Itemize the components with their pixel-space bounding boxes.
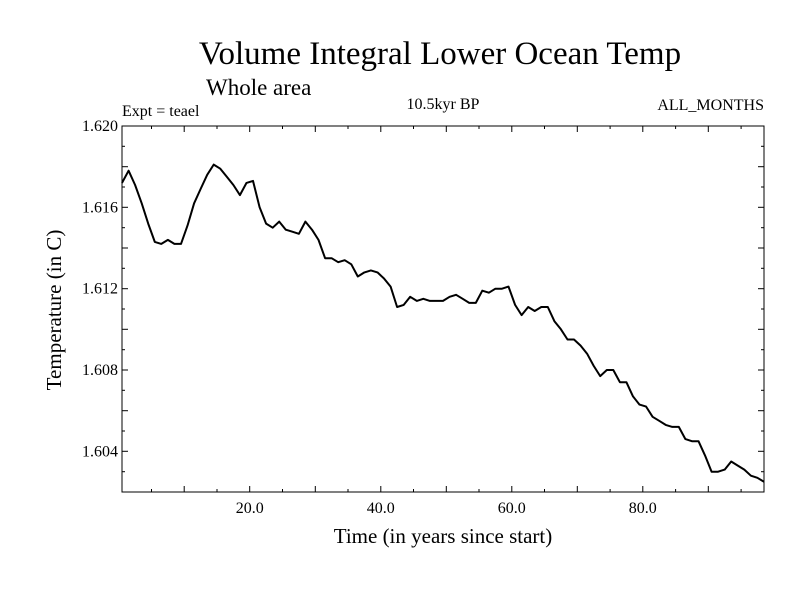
x-tick-labels: 20.0 40.0 60.0 80.0 [236, 500, 657, 517]
y-axis-label: Temperature (in C) [42, 230, 66, 391]
x-tick-label: 60.0 [498, 500, 526, 517]
x-tick-label: 40.0 [367, 500, 395, 517]
y-tick-label: 1.616 [82, 199, 118, 216]
chart-title: Volume Integral Lower Ocean Temp [199, 36, 681, 72]
y-tick-label: 1.612 [82, 281, 118, 298]
axis-ticks [122, 125, 764, 493]
x-tick-label: 80.0 [629, 500, 657, 517]
x-axis-label: Time (in years since start) [334, 524, 553, 548]
y-tick-labels: 1.604 1.608 1.612 1.616 1.620 [82, 118, 118, 460]
temperature-series-line [121, 163, 765, 483]
experiment-label: Expt = teael [122, 103, 200, 120]
y-tick-label: 1.608 [82, 362, 118, 379]
y-tick-label: 1.620 [82, 118, 118, 135]
months-label: ALL_MONTHS [657, 97, 764, 114]
y-tick-label: 1.604 [82, 443, 118, 460]
plot-frame [121, 125, 765, 493]
period-label: 10.5kyr BP [407, 96, 480, 113]
chart-subtitle: Whole area [206, 75, 311, 100]
x-tick-label: 20.0 [236, 500, 264, 517]
